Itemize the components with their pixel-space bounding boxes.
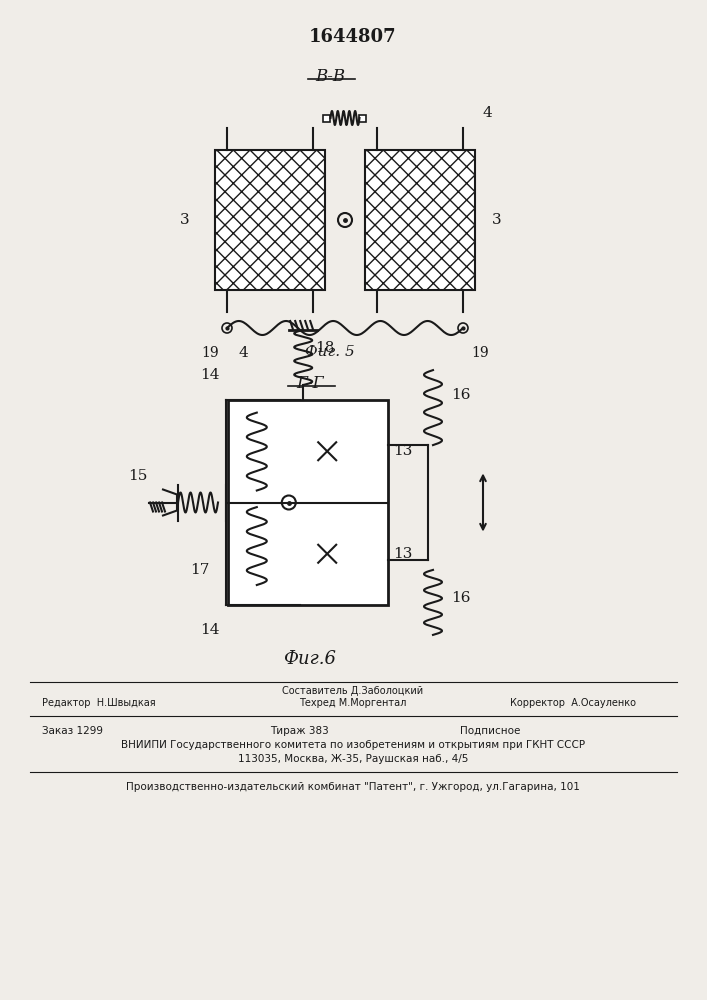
Bar	[365, 150, 475, 290]
Text: 16: 16	[451, 388, 470, 402]
Bar	[228, 400, 388, 605]
Text: 4: 4	[238, 346, 248, 360]
Text: 16: 16	[451, 591, 470, 605]
Text: 18: 18	[315, 341, 334, 355]
Text: Фиг. 5: Фиг. 5	[305, 345, 355, 359]
Bar	[215, 150, 325, 290]
Text: Техред М.Моргентал: Техред М.Моргентал	[299, 698, 407, 708]
Text: Заказ 1299: Заказ 1299	[42, 726, 103, 736]
Text: 14: 14	[201, 368, 220, 382]
Text: Редактор  Н.Швыдкая: Редактор Н.Швыдкая	[42, 698, 156, 708]
Text: 113035, Москва, Ж-35, Раушская наб., 4/5: 113035, Москва, Ж-35, Раушская наб., 4/5	[238, 754, 468, 764]
Text: Составитель Д.Заболоцкий: Составитель Д.Заболоцкий	[282, 686, 423, 696]
Text: Производственно-издательский комбинат "Патент", г. Ужгород, ул.Гагарина, 101: Производственно-издательский комбинат "П…	[126, 782, 580, 792]
Bar	[324, 114, 330, 121]
Text: 14: 14	[201, 623, 220, 637]
Text: 19: 19	[471, 346, 489, 360]
Text: 4: 4	[483, 106, 493, 120]
Text: Фиг.6: Фиг.6	[284, 650, 337, 668]
Bar	[215, 150, 325, 290]
Bar	[365, 150, 475, 290]
Text: 3: 3	[180, 213, 189, 227]
Text: ВНИИПИ Государственного комитета по изобретениям и открытиям при ГКНТ СССР: ВНИИПИ Государственного комитета по изоб…	[121, 740, 585, 750]
Text: В-В: В-В	[315, 68, 345, 85]
Text: Подписное: Подписное	[460, 726, 520, 736]
Text: 3: 3	[492, 213, 502, 227]
Text: 15: 15	[128, 468, 148, 483]
Text: Тираж 383: Тираж 383	[270, 726, 329, 736]
Text: 13: 13	[393, 547, 412, 561]
Text: 19: 19	[201, 346, 218, 360]
Text: Г-Г: Г-Г	[296, 375, 324, 392]
Text: Корректор  А.Осауленко: Корректор А.Осауленко	[510, 698, 636, 708]
Text: 17: 17	[190, 563, 210, 577]
Bar	[359, 114, 366, 121]
Text: 1644807: 1644807	[309, 28, 397, 46]
Text: 13: 13	[393, 444, 412, 458]
